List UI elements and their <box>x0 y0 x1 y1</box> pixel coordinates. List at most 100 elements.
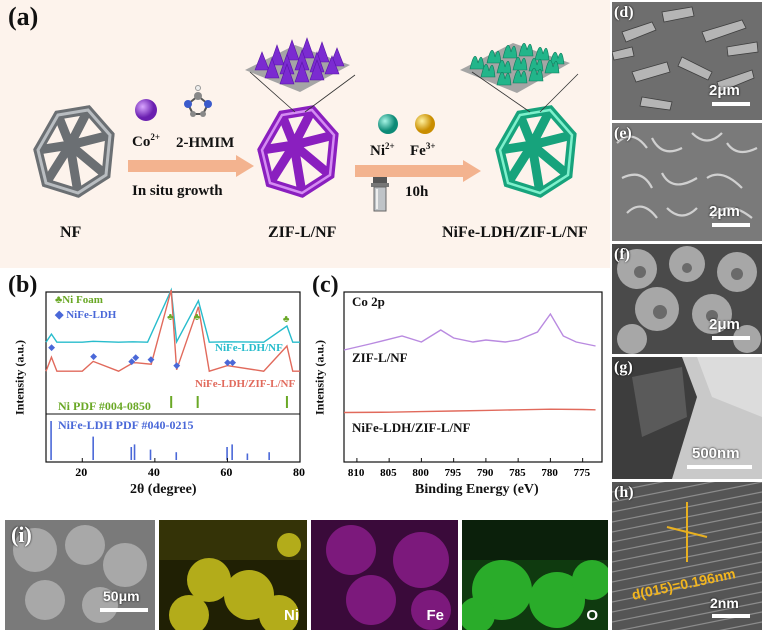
iron-ion-icon <box>415 114 435 134</box>
legend-nife-ldh: ◆ NiFe-LDH <box>55 309 117 321</box>
x-axis-label-c: Binding Energy (eV) <box>415 482 539 497</box>
xrd-series-line <box>45 289 300 373</box>
map-label-o: O <box>586 607 598 624</box>
foam-peak-marker: ♣ <box>194 312 201 323</box>
tem-image-g: (g) 500nm <box>612 357 762 479</box>
zif-array-illustration <box>245 37 350 92</box>
map-label-ni: Ni <box>284 607 299 624</box>
eds-map-ni: Ni <box>159 520 307 630</box>
map-label-fe: Fe <box>426 607 444 624</box>
scale-label-e: 2μm <box>709 203 740 220</box>
ldh-peak-marker: ◆ <box>128 356 135 366</box>
scale-bar-i <box>100 608 148 612</box>
xps-series-line <box>343 408 596 414</box>
hmim-molecule-icon <box>184 85 212 117</box>
legend-ni-foam: ♣Ni Foam <box>55 294 103 306</box>
curve-label-c1: ZIF-L/NF <box>352 350 408 365</box>
sem-image-i: (i) 50μm <box>5 520 155 630</box>
hmim-label: 2-HMIM <box>176 135 235 151</box>
ldh-peak-marker: ◆ <box>132 352 139 362</box>
panel-label-c: (c) <box>312 272 339 298</box>
panel-label-b: (b) <box>8 272 38 298</box>
autoclave-icon <box>371 177 389 212</box>
product-cage-illustration <box>495 105 577 198</box>
scale-label-g: 500nm <box>692 445 740 462</box>
x-tick-label-b: 40 <box>148 465 160 479</box>
sem-image-d: (d) 2μm <box>612 2 762 120</box>
foam-peak-marker: ♣ <box>167 312 174 323</box>
insitu-label: In situ growth <box>132 183 223 199</box>
ldh-peak-marker: ◆ <box>148 354 155 364</box>
zoom-lines-1 <box>249 71 356 113</box>
eds-map-o: O <box>462 520 608 630</box>
eds-map-fe: Fe <box>311 520 458 630</box>
x-tick-label-b: 20 <box>75 465 87 479</box>
hrtem-image-h: (h) d(015)=0.196nm 2nm <box>612 482 762 630</box>
ldh-peak-marker: ◆ <box>229 357 236 367</box>
y-axis-label-b: Intensity (a.u.) <box>12 340 27 416</box>
sem-image-f: (f) 2μm <box>612 244 762 354</box>
scale-label-i: 50μm <box>103 588 140 604</box>
xps-series-line <box>343 312 596 351</box>
iron-label: Fe3+ <box>410 141 436 159</box>
panel-label-e: (e) <box>614 125 632 142</box>
ref-label-ni: Ni PDF #004-0850 <box>58 399 151 413</box>
ldh-peak-marker: ◆ <box>224 357 231 367</box>
zif-label: ZIF-L/NF <box>268 224 337 241</box>
x-tick-label-c: 800 <box>412 467 429 479</box>
nickel-ion-icon <box>378 114 398 134</box>
panel-label-i: (i) <box>11 522 32 547</box>
product-label: NiFe-LDH/ZIF-L/NF <box>442 224 588 241</box>
scale-bar-h <box>712 614 750 618</box>
curve-label-b1: NiFe-LDH/NF <box>215 342 283 354</box>
ldh-peak-marker: ◆ <box>48 342 55 352</box>
panel-label-a: (a) <box>8 2 39 31</box>
zif-cage-illustration <box>257 105 339 198</box>
time-label: 10h <box>405 184 429 200</box>
nf-label: NF <box>60 224 82 241</box>
scale-bar-f <box>712 336 750 340</box>
x-tick-label-b: 80 <box>293 465 305 479</box>
nf-cage-illustration <box>33 105 115 198</box>
curve-label-c2: NiFe-LDH/ZIF-L/NF <box>352 420 471 435</box>
xrd-chart: ◆◆ ◆◆ ◆◆ ◆◆♣ ♣ ♣ 20 40 60 80 <box>45 287 305 479</box>
cobalt-ion-icon <box>135 99 157 121</box>
scale-label-f: 2μm <box>709 316 740 333</box>
ref-label-ldh: NiFe-LDH PDF #040-0215 <box>58 418 194 432</box>
scale-label-h: 2nm <box>710 595 739 611</box>
scale-label-d: 2μm <box>709 82 740 99</box>
x-tick-label-c: 810 <box>348 467 365 479</box>
x-tick-label-c: 775 <box>574 467 591 479</box>
zoom-lines-2 <box>471 71 579 113</box>
foam-peak-marker: ♣ <box>283 314 290 325</box>
ldh-peak-marker: ◆ <box>173 360 180 370</box>
curve-label-b2: NiFe-LDH/ZIF-L/NF <box>195 378 296 390</box>
ldh-array-illustration <box>460 43 570 93</box>
scale-bar-e <box>712 223 750 227</box>
x-tick-label-b: 60 <box>220 465 232 479</box>
xps-panel-c: (c) 810 805 800 795 790 785 780 775 Co 2p ZIF-L… <box>310 272 610 512</box>
xps-title: Co 2p <box>352 294 385 309</box>
scale-bar-d <box>712 102 750 106</box>
ldh-peak-marker: ◆ <box>90 351 97 361</box>
nickel-label: Ni2+ <box>370 141 395 159</box>
arrow-2 <box>355 160 481 182</box>
sem-image-e: (e) 2μm <box>612 123 762 241</box>
x-tick-label-c: 785 <box>509 467 526 479</box>
xps-chart: 810 805 800 795 790 785 780 775 <box>343 291 603 479</box>
x-axis-label-b: 2θ (degree) <box>130 482 197 497</box>
panel-label-h: (h) <box>614 484 634 501</box>
xrd-panel-b: (b) ◆ ◆ ◆ ◆ ◆ ◆ ◆ ◆ ♣ ♣ ♣ 20 40 60 80 ♣Ni Foam ◆ NiFe… <box>0 272 310 512</box>
arrow-1 <box>128 155 254 177</box>
schematic-panel-a: (a) NF Co2+ 2-HMIM In situ growth <box>0 0 610 268</box>
x-tick-label-c: 780 <box>541 467 558 479</box>
panel-label-d: (d) <box>614 4 634 21</box>
x-tick-label-c: 805 <box>380 467 397 479</box>
panel-label-g: (g) <box>614 359 633 376</box>
panel-label-f: (f) <box>614 246 630 263</box>
y-axis-label-c: Intensity (a.u.) <box>312 340 327 416</box>
cobalt-label: Co2+ <box>132 132 160 150</box>
x-tick-label-c: 795 <box>445 467 462 479</box>
x-tick-label-c: 790 <box>477 467 494 479</box>
scale-bar-g <box>687 465 752 469</box>
